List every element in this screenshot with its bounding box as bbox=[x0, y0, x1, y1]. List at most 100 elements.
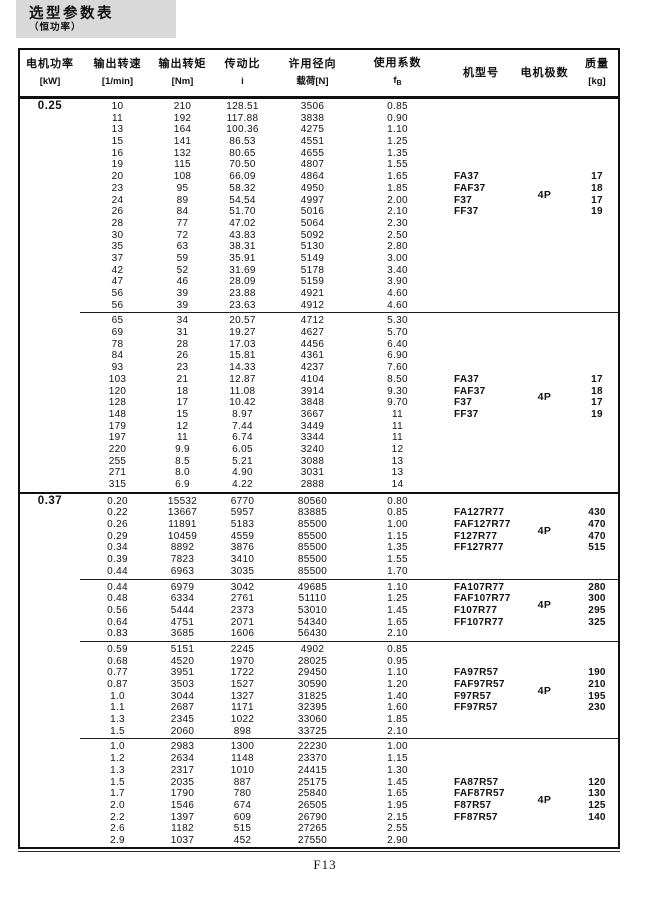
page-title: 选型参数表 bbox=[29, 6, 114, 22]
data-cell: 13 bbox=[391, 467, 404, 479]
page-number: F13 bbox=[313, 857, 337, 872]
header-label: 质量 bbox=[585, 58, 609, 70]
data-row: 0.77 3951 1722 29450 1.10 bbox=[80, 667, 618, 679]
model-names: FA127R77 FAF127R77 F127R77 FF127R77 bbox=[445, 507, 517, 554]
data-cell: 39 bbox=[176, 288, 189, 299]
data-cell: 12.87 bbox=[229, 373, 256, 385]
data-cell: 24415 bbox=[297, 764, 328, 776]
data-cell: 271 bbox=[108, 467, 127, 479]
data-row: 35 63 38.31 5130 2.80 bbox=[80, 241, 618, 253]
group-separator bbox=[80, 578, 618, 581]
data-cell: 59 bbox=[176, 252, 189, 264]
data-cell: 4997 bbox=[300, 194, 325, 206]
data-cell: 4950 bbox=[300, 182, 325, 194]
data-cell: 31.69 bbox=[229, 264, 256, 276]
data-cell: 28.09 bbox=[229, 276, 256, 288]
data-cell: 1527 bbox=[230, 679, 255, 690]
data-cell: 197 bbox=[108, 432, 127, 444]
data-cell: 452 bbox=[233, 834, 252, 846]
data-cell: 179 bbox=[108, 420, 127, 432]
weight-values: 430 470 470 515 bbox=[572, 507, 622, 554]
data-cell: 14 bbox=[391, 479, 404, 490]
data-cell: 898 bbox=[233, 725, 252, 737]
data-cell: 89 bbox=[176, 194, 189, 206]
data-cell: 6.40 bbox=[387, 338, 408, 350]
data-row: 255 8.5 5.21 3088 13 bbox=[80, 456, 618, 468]
weight-value: 18 bbox=[591, 182, 603, 194]
data-cell: 8.50 bbox=[387, 373, 408, 385]
data-cell: 19.27 bbox=[229, 327, 256, 339]
data-cell: 84 bbox=[176, 206, 189, 218]
data-cell: 4237 bbox=[300, 362, 325, 374]
data-cell: 8.5 bbox=[175, 455, 190, 467]
data-row: 56 39 23.63 4912 4.60 bbox=[80, 300, 618, 312]
data-cell: 84 bbox=[111, 350, 124, 362]
data-cell: 2888 bbox=[300, 479, 325, 490]
data-cell: 51110 bbox=[298, 593, 327, 605]
data-cell: 0.59 bbox=[107, 643, 128, 655]
data-cell: 77 bbox=[176, 217, 189, 229]
data-cell: 8892 bbox=[170, 542, 195, 554]
data-cell: 1.0 bbox=[110, 741, 125, 753]
header-label: 许用径向 bbox=[288, 58, 337, 70]
data-cell: 4751 bbox=[170, 616, 195, 628]
data-cell: 95 bbox=[176, 182, 189, 194]
data-cell: 54.54 bbox=[229, 194, 256, 206]
poles-label: 4P bbox=[537, 598, 552, 611]
data-cell: 220 bbox=[108, 443, 127, 455]
data-cell: 6979 bbox=[170, 581, 195, 593]
header-label: 电机功率 bbox=[26, 58, 74, 70]
data-cell: 3088 bbox=[300, 455, 325, 467]
data-cell: 23.88 bbox=[229, 288, 256, 299]
data-cell: 15 bbox=[176, 408, 189, 420]
data-cell: 43.83 bbox=[229, 229, 256, 241]
header-label: 传动比 bbox=[224, 58, 261, 70]
data-cell: 1171 bbox=[231, 702, 254, 714]
data-cell: 31825 bbox=[297, 690, 328, 702]
data-cell: 1.30 bbox=[387, 764, 408, 776]
data-cell: 1.7 bbox=[110, 788, 125, 800]
data-cell: 80.65 bbox=[229, 147, 256, 159]
model-names: FA37 FAF37 F37 FF37 bbox=[445, 171, 517, 218]
data-row: 10 210 128.51 3506 0.85 bbox=[80, 101, 618, 113]
data-cell: 14.33 bbox=[229, 362, 256, 374]
data-cell: 1.40 bbox=[387, 690, 408, 702]
model-name: FF127R77 bbox=[454, 542, 504, 554]
model-name: FF37 bbox=[454, 408, 479, 420]
data-cell: 2.90 bbox=[387, 834, 408, 846]
data-row: 84 26 15.81 4361 6.90 bbox=[80, 350, 618, 362]
data-cell: 11 bbox=[112, 112, 123, 124]
data-cell: 18 bbox=[176, 385, 189, 397]
data-cell: 23370 bbox=[297, 753, 328, 765]
weight-values: 17 18 17 19 bbox=[572, 171, 622, 218]
data-cell: 15532 bbox=[167, 495, 198, 507]
header-label: 输出转矩 bbox=[158, 58, 207, 70]
model-name: FA37 bbox=[454, 373, 480, 385]
data-cell: 26 bbox=[111, 206, 124, 218]
data-cell: 315 bbox=[108, 479, 127, 490]
data-cell: 1.95 bbox=[387, 799, 408, 811]
header-label: 使用系数 bbox=[373, 56, 422, 69]
data-cell: 5064 bbox=[300, 217, 325, 229]
data-cell: 2.15 bbox=[387, 811, 408, 823]
data-cell: 6334 bbox=[170, 593, 195, 605]
data-cell: 27550 bbox=[297, 834, 328, 846]
data-cell: 2.55 bbox=[387, 823, 408, 835]
data-cell: 120 bbox=[108, 385, 127, 397]
data-cell: 1606 bbox=[230, 628, 255, 640]
title-block: 选型参数表 （恒功率） bbox=[16, 0, 176, 38]
weight-value: 470 bbox=[588, 530, 606, 542]
data-cell: 5178 bbox=[300, 264, 325, 276]
data-cell: 148 bbox=[108, 408, 127, 420]
model-name: FA97R57 bbox=[454, 667, 499, 679]
data-cell: 83885 bbox=[297, 507, 328, 519]
data-cell: 33060 bbox=[297, 714, 328, 726]
data-cell: 1546 bbox=[170, 799, 195, 811]
data-cell: 3344 bbox=[300, 432, 325, 444]
parameter-group: 65 34 20.57 4712 5.30 69 31 19.27 4627 5.70 78 28 17… bbox=[20, 314, 618, 491]
weight-value: 430 bbox=[588, 507, 606, 519]
data-row: 271 8.0 4.90 3031 13 bbox=[80, 467, 618, 479]
data-cell: 12 bbox=[176, 420, 189, 432]
model-name: F37 bbox=[454, 397, 473, 409]
data-row: 1.0 3044 1327 31825 1.40 bbox=[80, 691, 618, 703]
